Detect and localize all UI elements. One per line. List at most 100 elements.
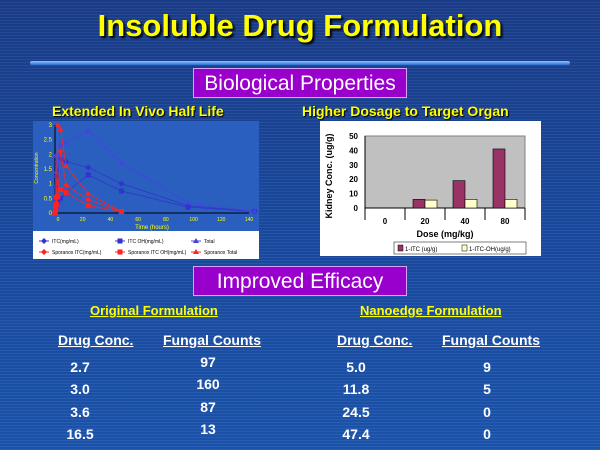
- half-life-line-chart: 0 0.5 1 1.5 2 2.5 3 0 20 40 60 80 100 120 140 Time (hou…: [33, 121, 259, 259]
- diamond-marker: [57, 155, 64, 162]
- triangle-marker: [185, 199, 192, 205]
- original-fungal-counts-header: Fungal Counts: [163, 332, 261, 348]
- x-tick-label: 80: [163, 217, 169, 223]
- y-tick-label: 30: [349, 161, 358, 170]
- x-tick-label: 0: [383, 217, 388, 226]
- triangle-marker: [57, 142, 64, 148]
- y-tick-label: 0: [49, 211, 53, 217]
- legend-label: ITC(mg/mL): [52, 239, 79, 245]
- kidney-conc-bar-chart: 0 10 20 30 40 50 0 20 40 80 Dose (mg/kg) Kidney Con…: [320, 121, 541, 256]
- legend-label: Total: [204, 239, 215, 245]
- square-marker: [117, 238, 123, 244]
- y-axis-label: Kidney Conc. (ug/g): [324, 134, 334, 219]
- triangle-marker: [63, 163, 70, 169]
- x-tick-label: 20: [421, 217, 430, 226]
- section-biological-properties: Biological Properties: [193, 68, 407, 98]
- x-tick-label: 40: [461, 217, 470, 226]
- y-tick-label: 2: [49, 152, 53, 158]
- original-fungal-count-cell: 160: [196, 376, 220, 392]
- diamond-marker: [85, 164, 92, 171]
- diamond-marker: [63, 158, 70, 165]
- triangle-marker: [54, 122, 61, 127]
- legend-label: 1-ITC-OH(ug/g): [469, 247, 511, 253]
- square-marker: [63, 189, 69, 195]
- square-marker: [85, 203, 91, 209]
- original-drug-conc-cell: 2.7: [70, 359, 90, 375]
- triangle-marker: [53, 192, 60, 198]
- diamond-marker: [118, 180, 125, 187]
- y-tick-label: 2.5: [44, 138, 53, 144]
- square-marker: [85, 172, 91, 178]
- x-tick-label: 140: [245, 217, 254, 223]
- right-chart-subtitle: Higher Dosage to Target Organ: [302, 103, 509, 119]
- y-tick-label: 20: [349, 175, 358, 184]
- nanoedge-drug-conc-cell: 47.4: [342, 426, 370, 442]
- legend-box: [33, 231, 259, 259]
- legend-box: [393, 241, 527, 255]
- diamond-marker: [63, 182, 70, 189]
- bar-0: [492, 148, 506, 209]
- diamond-marker: [57, 148, 64, 155]
- legend-label: Sporanox ITC(mg/mL): [52, 250, 102, 256]
- bar-1: [464, 199, 478, 209]
- original-drug-conc-cell: 3.0: [70, 381, 90, 397]
- x-tick-label: 100: [189, 217, 198, 223]
- nanoedge-drug-conc-cell: 11.8: [342, 381, 370, 397]
- legend-label: Sporanox Total: [204, 250, 237, 256]
- legend-label: 1-ITC (ug/g): [405, 247, 437, 253]
- x-tick-label: 120: [217, 217, 226, 223]
- nanoedge-formulation-heading: Nanoedge Formulation: [360, 303, 502, 318]
- original-drug-conc-cell: 16.5: [66, 426, 94, 442]
- triangle-marker: [63, 139, 70, 145]
- triangle-marker: [118, 160, 125, 166]
- slide-title: Insoluble Drug Formulation: [97, 8, 503, 43]
- nanoedge-drug-conc-header: Drug Conc.: [337, 332, 413, 348]
- nanoedge-drug-conc-cell: 5.0: [346, 359, 366, 375]
- x-axis-label: Dose (mg/kg): [416, 229, 473, 239]
- y-tick-label: 50: [349, 132, 358, 141]
- triangle-marker: [52, 152, 59, 158]
- diamond-marker: [41, 249, 47, 255]
- legend-swatch: [397, 244, 404, 252]
- y-tick-label: 3: [49, 123, 53, 129]
- triangle-marker: [52, 210, 58, 215]
- y-tick-label: 40: [349, 146, 358, 155]
- x-tick-label: 80: [501, 217, 510, 226]
- diamond-marker: [41, 238, 47, 244]
- square-marker: [58, 187, 64, 193]
- triangle-marker: [53, 168, 60, 174]
- triangle-marker: [52, 201, 59, 207]
- original-drug-conc-header: Drug Conc.: [58, 332, 134, 348]
- diamond-marker: [85, 196, 92, 203]
- square-marker: [119, 188, 125, 194]
- x-tick-label: 60: [135, 217, 141, 223]
- square-marker: [117, 249, 123, 255]
- bar-0: [452, 180, 466, 209]
- triangle-marker: [251, 208, 258, 214]
- original-fungal-count-cell: 97: [200, 354, 216, 370]
- nanoedge-fungal-count-cell: 5: [483, 381, 491, 397]
- x-tick-label: 20: [80, 217, 86, 223]
- x-axis-label: Time (hours): [135, 225, 169, 231]
- bar-1: [424, 199, 438, 209]
- y-tick-label: 0.5: [44, 196, 53, 202]
- original-drug-conc-cell: 3.6: [70, 404, 90, 420]
- original-fungal-count-cell: 13: [200, 421, 216, 437]
- triangle-marker: [57, 126, 64, 132]
- left-chart-subtitle: Extended In Vivo Half Life: [52, 103, 224, 119]
- nanoedge-fungal-count-cell: 0: [483, 404, 491, 420]
- square-marker: [185, 204, 191, 210]
- triangle-marker: [118, 208, 125, 214]
- original-formulation-heading: Original Formulation: [90, 303, 218, 318]
- square-marker: [58, 195, 64, 201]
- x-tick-label: 0: [57, 217, 60, 223]
- y-tick-label: 0: [354, 204, 359, 213]
- y-axis-label: Concentration: [34, 152, 40, 183]
- series-line-0: [54, 158, 255, 214]
- bar-0: [412, 199, 426, 209]
- nanoedge-fungal-count-cell: 0: [483, 426, 491, 442]
- legend-label: Sporanox ITC OH(mg/mL): [128, 250, 187, 256]
- y-tick-label: 10: [349, 190, 358, 199]
- section-improved-efficacy: Improved Efficacy: [193, 266, 407, 296]
